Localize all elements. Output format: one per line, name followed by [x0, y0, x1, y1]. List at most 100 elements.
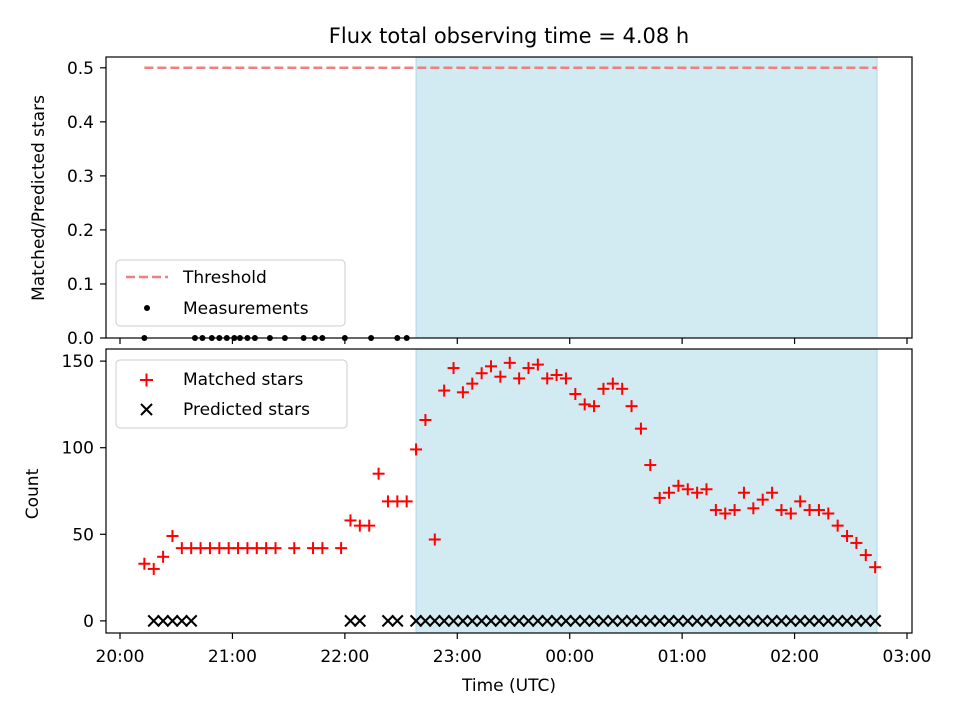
predicted-star-point	[456, 614, 470, 628]
predicted-star-point	[184, 614, 198, 628]
cross-stroke	[840, 614, 854, 628]
cross-stroke	[475, 614, 488, 628]
matched-star-point	[447, 362, 460, 375]
cross-stroke	[812, 614, 826, 628]
predicted-star-point	[409, 614, 423, 628]
predicted-star-point	[681, 614, 694, 628]
predicted-star-point	[541, 614, 554, 628]
predicted-star-point	[147, 614, 160, 628]
count-y-label: Count	[23, 468, 43, 519]
matched-star-point	[588, 400, 601, 413]
predicted-star-point	[662, 614, 676, 628]
cross-stroke	[147, 614, 160, 628]
cross-stroke	[756, 614, 769, 628]
predicted-star-point	[531, 614, 545, 628]
y-tick-label: 0.0	[67, 329, 94, 349]
cross-stroke	[447, 614, 460, 628]
cross-stroke	[719, 614, 732, 628]
cross-stroke	[662, 614, 676, 628]
matched-star-point	[625, 400, 638, 413]
matched-star-point	[869, 561, 882, 574]
y-tick-label: 0.3	[67, 167, 94, 187]
matched-star-point	[850, 536, 863, 549]
matched-star-point	[644, 459, 657, 472]
matched-star-point	[522, 362, 535, 375]
matched-star-point	[841, 530, 854, 543]
predicted-star-point	[803, 614, 816, 628]
y-tick-label: 150	[62, 352, 94, 372]
cross-stroke	[822, 614, 835, 628]
cross-stroke	[672, 614, 685, 628]
matched-star-point	[344, 514, 357, 527]
predicted-star-point	[765, 614, 779, 628]
cross-stroke	[503, 614, 516, 628]
predicted-star-point	[447, 614, 460, 628]
cross-stroke	[765, 614, 779, 628]
predicted-star-point	[466, 614, 479, 628]
matched-star-point	[719, 507, 732, 520]
predicted-star-point	[737, 614, 751, 628]
y-tick-label: 0.5	[67, 59, 94, 79]
cross-stroke	[156, 614, 170, 628]
chart-title: Flux total observing time = 4.08 h	[329, 24, 689, 48]
matched-star-point	[831, 519, 844, 532]
matched-star-point	[541, 372, 554, 385]
predicted-star-point	[559, 614, 573, 628]
cross-stroke	[391, 614, 404, 628]
cross-stroke	[606, 614, 620, 628]
predicted-star-point	[437, 614, 451, 628]
count-legend-box	[115, 359, 348, 429]
matched-star-point	[531, 358, 544, 371]
ratio-panel-frame	[105, 56, 913, 339]
predicted-star-point	[709, 614, 723, 628]
matched-star-point	[578, 398, 591, 411]
matched-star-point	[569, 388, 582, 401]
matched-star-point	[709, 504, 722, 517]
matched-star-point	[784, 507, 797, 520]
matched-star-point	[559, 372, 572, 385]
cross-stroke	[381, 614, 395, 628]
matched-star-point	[550, 368, 563, 381]
predicted-star-point	[428, 614, 442, 628]
cross-stroke	[850, 614, 863, 628]
cross-stroke	[541, 614, 554, 628]
predicted-star-point	[634, 614, 648, 628]
matched-star-point	[513, 372, 526, 385]
ratio-y-label: Matched/Predicted stars	[29, 95, 49, 301]
cross-stroke	[644, 614, 657, 628]
cross-stroke	[634, 614, 648, 628]
x-tick-label: 21:00	[208, 647, 257, 667]
matched-star-point	[466, 377, 479, 390]
predicted-star-points	[147, 614, 882, 628]
predicted-star-point	[859, 614, 872, 628]
cross-stroke	[803, 614, 816, 628]
matched-star-points	[138, 356, 882, 575]
predicted-star-point	[700, 614, 713, 628]
y-tick-label: 0.1	[67, 275, 94, 295]
matched-star-point	[756, 493, 769, 506]
matched-star-point	[138, 557, 151, 570]
cross-stroke	[868, 614, 882, 628]
legend-threshold-label: Threshold	[182, 268, 267, 288]
cross-stroke	[709, 614, 723, 628]
matched-star-point	[775, 504, 788, 517]
observing-window-shade	[415, 56, 878, 339]
y-tick-label: 50	[72, 525, 94, 545]
y-tick-label: 0	[83, 612, 94, 632]
matched-star-point	[363, 519, 376, 532]
legend-measurements-label: Measurements	[183, 299, 309, 319]
y-tick-label: 0.4	[67, 113, 94, 133]
predicted-star-point	[831, 614, 844, 628]
cross-stroke	[587, 614, 601, 628]
matched-star-point	[503, 356, 516, 369]
cross-stroke	[466, 614, 479, 628]
predicted-star-point	[475, 614, 488, 628]
matched-star-point	[822, 507, 835, 520]
matched-star-point	[672, 479, 685, 492]
cross-stroke	[690, 614, 704, 628]
predicted-star-point	[597, 614, 610, 628]
matched-star-point	[653, 491, 666, 504]
predicted-star-point	[353, 614, 367, 628]
matched-star-point	[766, 486, 779, 499]
